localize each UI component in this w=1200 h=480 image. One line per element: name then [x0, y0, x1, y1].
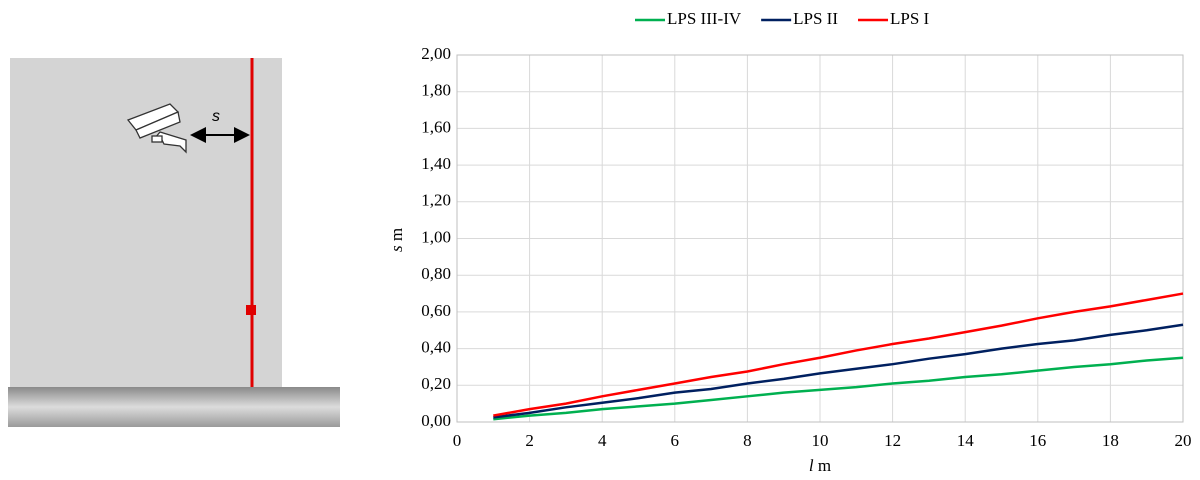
x-label-unit: m	[818, 456, 831, 475]
distance-label: s	[212, 108, 220, 125]
x-tick-label: 12	[884, 431, 901, 450]
y-tick-label: 0,20	[421, 374, 451, 393]
wall	[10, 58, 282, 387]
illustration: s	[8, 58, 340, 427]
series-line	[493, 323, 1184, 419]
y-tick-label: 1,80	[421, 81, 451, 100]
x-tick-label: 18	[1102, 431, 1119, 450]
y-axis-label: s m	[387, 228, 406, 252]
x-tick-label: 14	[957, 431, 975, 450]
y-label-unit: m	[387, 228, 406, 241]
y-tick-label: 1,00	[421, 227, 451, 246]
y-tick-label: 1,40	[421, 154, 451, 173]
camera	[126, 103, 187, 154]
legend-label: LPS III-IV	[667, 9, 742, 28]
series-line	[493, 292, 1184, 417]
y-tick-label: 0,60	[421, 301, 451, 320]
x-tick-label: 8	[743, 431, 752, 450]
x-tick-label: 20	[1175, 431, 1192, 450]
x-tick-label: 6	[671, 431, 680, 450]
ground	[8, 387, 340, 427]
x-label-symbol: l	[809, 456, 814, 475]
legend-label: LPS I	[890, 9, 930, 28]
y-tick-label: 2,00	[421, 44, 451, 63]
connector	[246, 305, 256, 315]
plot-border	[456, 54, 1184, 423]
x-tick-label: 4	[598, 431, 607, 450]
x-tick-label: 0	[453, 431, 462, 450]
x-tick-label: 2	[525, 431, 534, 450]
x-tick-label: 16	[1029, 431, 1046, 450]
y-tick-label: 0,80	[421, 264, 451, 283]
legend-label: LPS II	[793, 9, 838, 28]
x-tick-label: 10	[812, 431, 829, 450]
y-tick-label: 0,00	[421, 411, 451, 430]
y-tick-label: 1,20	[421, 191, 451, 210]
x-axis-label: l m	[809, 456, 831, 475]
y-label-symbol: s	[387, 245, 406, 252]
y-tick-label: 1,60	[421, 117, 451, 136]
series-line	[493, 356, 1184, 421]
chart: s m l m 0,00 0,20 0,40 0,60 0,80 1,00 1,20 1,40…	[387, 9, 1192, 475]
y-tick-label: 0,40	[421, 338, 451, 357]
